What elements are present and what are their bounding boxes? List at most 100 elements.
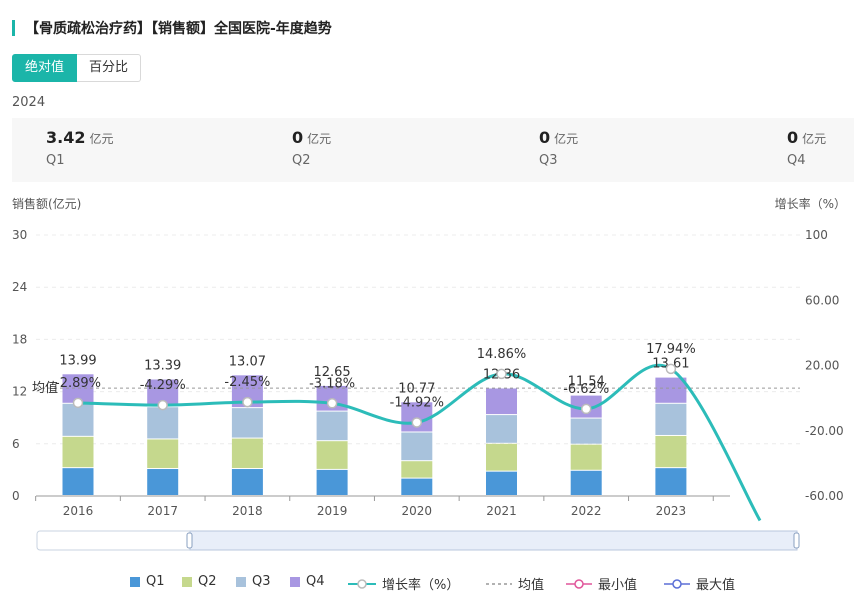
growth-label: -4.29% bbox=[140, 378, 186, 393]
total-label: 12.65 bbox=[313, 365, 350, 380]
summary-quarter: Q2 bbox=[292, 153, 311, 168]
y-tick-label: 6 bbox=[12, 437, 20, 451]
y2-axis-ticks: -60.00 -20.00 20.00 60.00 100 bbox=[805, 228, 844, 503]
stacked-bars bbox=[62, 374, 687, 495]
growth-point bbox=[242, 396, 253, 408]
zoom-handle-left[interactable] bbox=[186, 532, 193, 549]
summary-value: 0 bbox=[292, 128, 304, 147]
x-tick-label: 2016 bbox=[63, 504, 94, 518]
bar-segment-q2 bbox=[401, 461, 433, 478]
x-tick-label: 2017 bbox=[147, 504, 178, 518]
summary-unit: 亿元 bbox=[307, 132, 332, 146]
growth-label: -2.45% bbox=[224, 375, 270, 390]
legend-q2[interactable]: Q2 bbox=[182, 574, 217, 589]
growth-label: -3.18% bbox=[309, 376, 355, 391]
y2-tick-label: 60.00 bbox=[805, 293, 839, 307]
y2-tick-label: 20.00 bbox=[805, 359, 839, 373]
legend-label: Q2 bbox=[198, 574, 217, 589]
growth-label: 14.86% bbox=[477, 347, 527, 362]
y-tick-label: 12 bbox=[12, 385, 27, 399]
legend-dashed-line-icon bbox=[486, 582, 512, 585]
bar-segment-q3 bbox=[316, 411, 348, 441]
bar-segment-q1 bbox=[147, 469, 179, 495]
legend-label: Q3 bbox=[252, 574, 271, 589]
bar-segment-q1 bbox=[655, 468, 687, 495]
legend-q3[interactable]: Q3 bbox=[236, 574, 271, 589]
summary-quarter: Q3 bbox=[539, 153, 558, 168]
summary-unit: 亿元 bbox=[89, 132, 114, 146]
summary-unit: 亿元 bbox=[802, 132, 827, 146]
growth-point bbox=[326, 398, 338, 409]
legend-max-circle-icon bbox=[664, 578, 690, 589]
summary-value: 3.42 bbox=[46, 128, 86, 147]
legend-q1[interactable]: Q1 bbox=[130, 574, 165, 589]
legend-label: Q1 bbox=[146, 574, 165, 589]
bar-segment-q3 bbox=[231, 408, 263, 438]
legend-growth[interactable]: 增长率（%） bbox=[348, 574, 459, 593]
legend-q4[interactable]: Q4 bbox=[290, 574, 325, 589]
bar-segment-q3 bbox=[570, 418, 602, 444]
summary-card-q1: 3.42 亿元 Q1 bbox=[46, 128, 114, 168]
y2-tick-label: 100 bbox=[805, 228, 828, 242]
total-label: 13.07 bbox=[229, 354, 266, 369]
y-tick-label: 18 bbox=[12, 332, 27, 346]
x-tick-label: 2019 bbox=[317, 504, 348, 518]
growth-label: -2.89% bbox=[55, 376, 101, 391]
growth-point bbox=[665, 363, 677, 375]
bar-segment-q2 bbox=[316, 441, 348, 469]
summary-card-q3: 0 亿元 Q3 bbox=[539, 128, 578, 168]
x-tick-label: 2023 bbox=[656, 504, 687, 518]
mean-label: 均值 bbox=[32, 380, 58, 396]
y-axis-title: 销售额(亿元) bbox=[12, 196, 81, 211]
chart-legend: Q1 Q2 Q3 Q4 增长率（%） 均值 最小值 最大值 bbox=[0, 574, 863, 594]
zoom-handle-right[interactable] bbox=[793, 532, 800, 549]
growth-point bbox=[411, 417, 423, 428]
bar-segment-q3 bbox=[655, 403, 687, 435]
quarter-summary-panel: 3.42 亿元 Q1 0 亿元 Q2 0 亿元 Q3 0 亿元 Q4 bbox=[12, 118, 854, 182]
total-label: 13.39 bbox=[144, 359, 181, 374]
legend-mean[interactable]: 均值 bbox=[486, 574, 544, 593]
legend-line-circle-icon bbox=[348, 578, 376, 589]
legend-max[interactable]: 最大值 bbox=[664, 574, 735, 593]
legend-min[interactable]: 最小值 bbox=[566, 574, 637, 593]
y-tick-label: 0 bbox=[12, 489, 20, 503]
summary-card-q4: 0 亿元 Q4 bbox=[787, 128, 826, 168]
total-label: 10.77 bbox=[398, 381, 435, 396]
growth-label: 17.94% bbox=[646, 342, 696, 357]
bar-segment-q2 bbox=[486, 443, 517, 471]
bar-segment-q2 bbox=[570, 444, 602, 470]
legend-label: 最大值 bbox=[696, 578, 736, 593]
title-accent-bar bbox=[12, 20, 15, 36]
legend-min-circle-icon bbox=[566, 578, 592, 589]
total-label: 11.54 bbox=[568, 375, 605, 390]
bar-segment-q3 bbox=[486, 415, 517, 443]
y-tick-label: 24 bbox=[12, 280, 27, 294]
bar-segment-q1 bbox=[231, 469, 263, 495]
absolute-value-button[interactable]: 绝对值 bbox=[12, 54, 78, 82]
sales-trend-chart: 销售额(亿元) 增长率（%） 0 6 12 18 24 30 -60.00 -20.00 20… bbox=[12, 196, 846, 551]
summary-value: 0 bbox=[787, 128, 799, 147]
bar-segment-q3 bbox=[62, 403, 94, 436]
bar-segment-q1 bbox=[401, 478, 433, 495]
legend-label: 均值 bbox=[518, 578, 545, 593]
bar-segment-q1 bbox=[62, 468, 94, 495]
total-label: 13.99 bbox=[59, 353, 96, 368]
growth-point bbox=[580, 403, 592, 415]
growth-point bbox=[157, 399, 168, 411]
y2-tick-label: -20.00 bbox=[805, 424, 844, 438]
x-tick-label: 2018 bbox=[232, 504, 263, 518]
bar-segment-q2 bbox=[147, 439, 179, 469]
bar-segment-q1 bbox=[486, 471, 517, 495]
bar-segment-q1 bbox=[316, 469, 348, 495]
x-tick-label: 2022 bbox=[571, 504, 602, 518]
zoom-slider-window[interactable] bbox=[189, 530, 798, 551]
growth-point bbox=[72, 397, 84, 409]
growth-points bbox=[72, 363, 677, 428]
growth-label: -14.92% bbox=[390, 395, 444, 410]
legend-swatch bbox=[130, 576, 140, 587]
growth-label: -6.62% bbox=[563, 382, 609, 397]
percent-button[interactable]: 百分比 bbox=[77, 54, 142, 82]
bar-segment-q3 bbox=[147, 407, 179, 439]
summary-quarter: Q4 bbox=[787, 153, 806, 168]
